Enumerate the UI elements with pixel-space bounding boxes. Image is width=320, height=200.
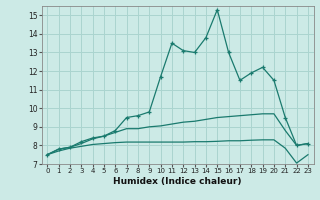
X-axis label: Humidex (Indice chaleur): Humidex (Indice chaleur) [113, 177, 242, 186]
